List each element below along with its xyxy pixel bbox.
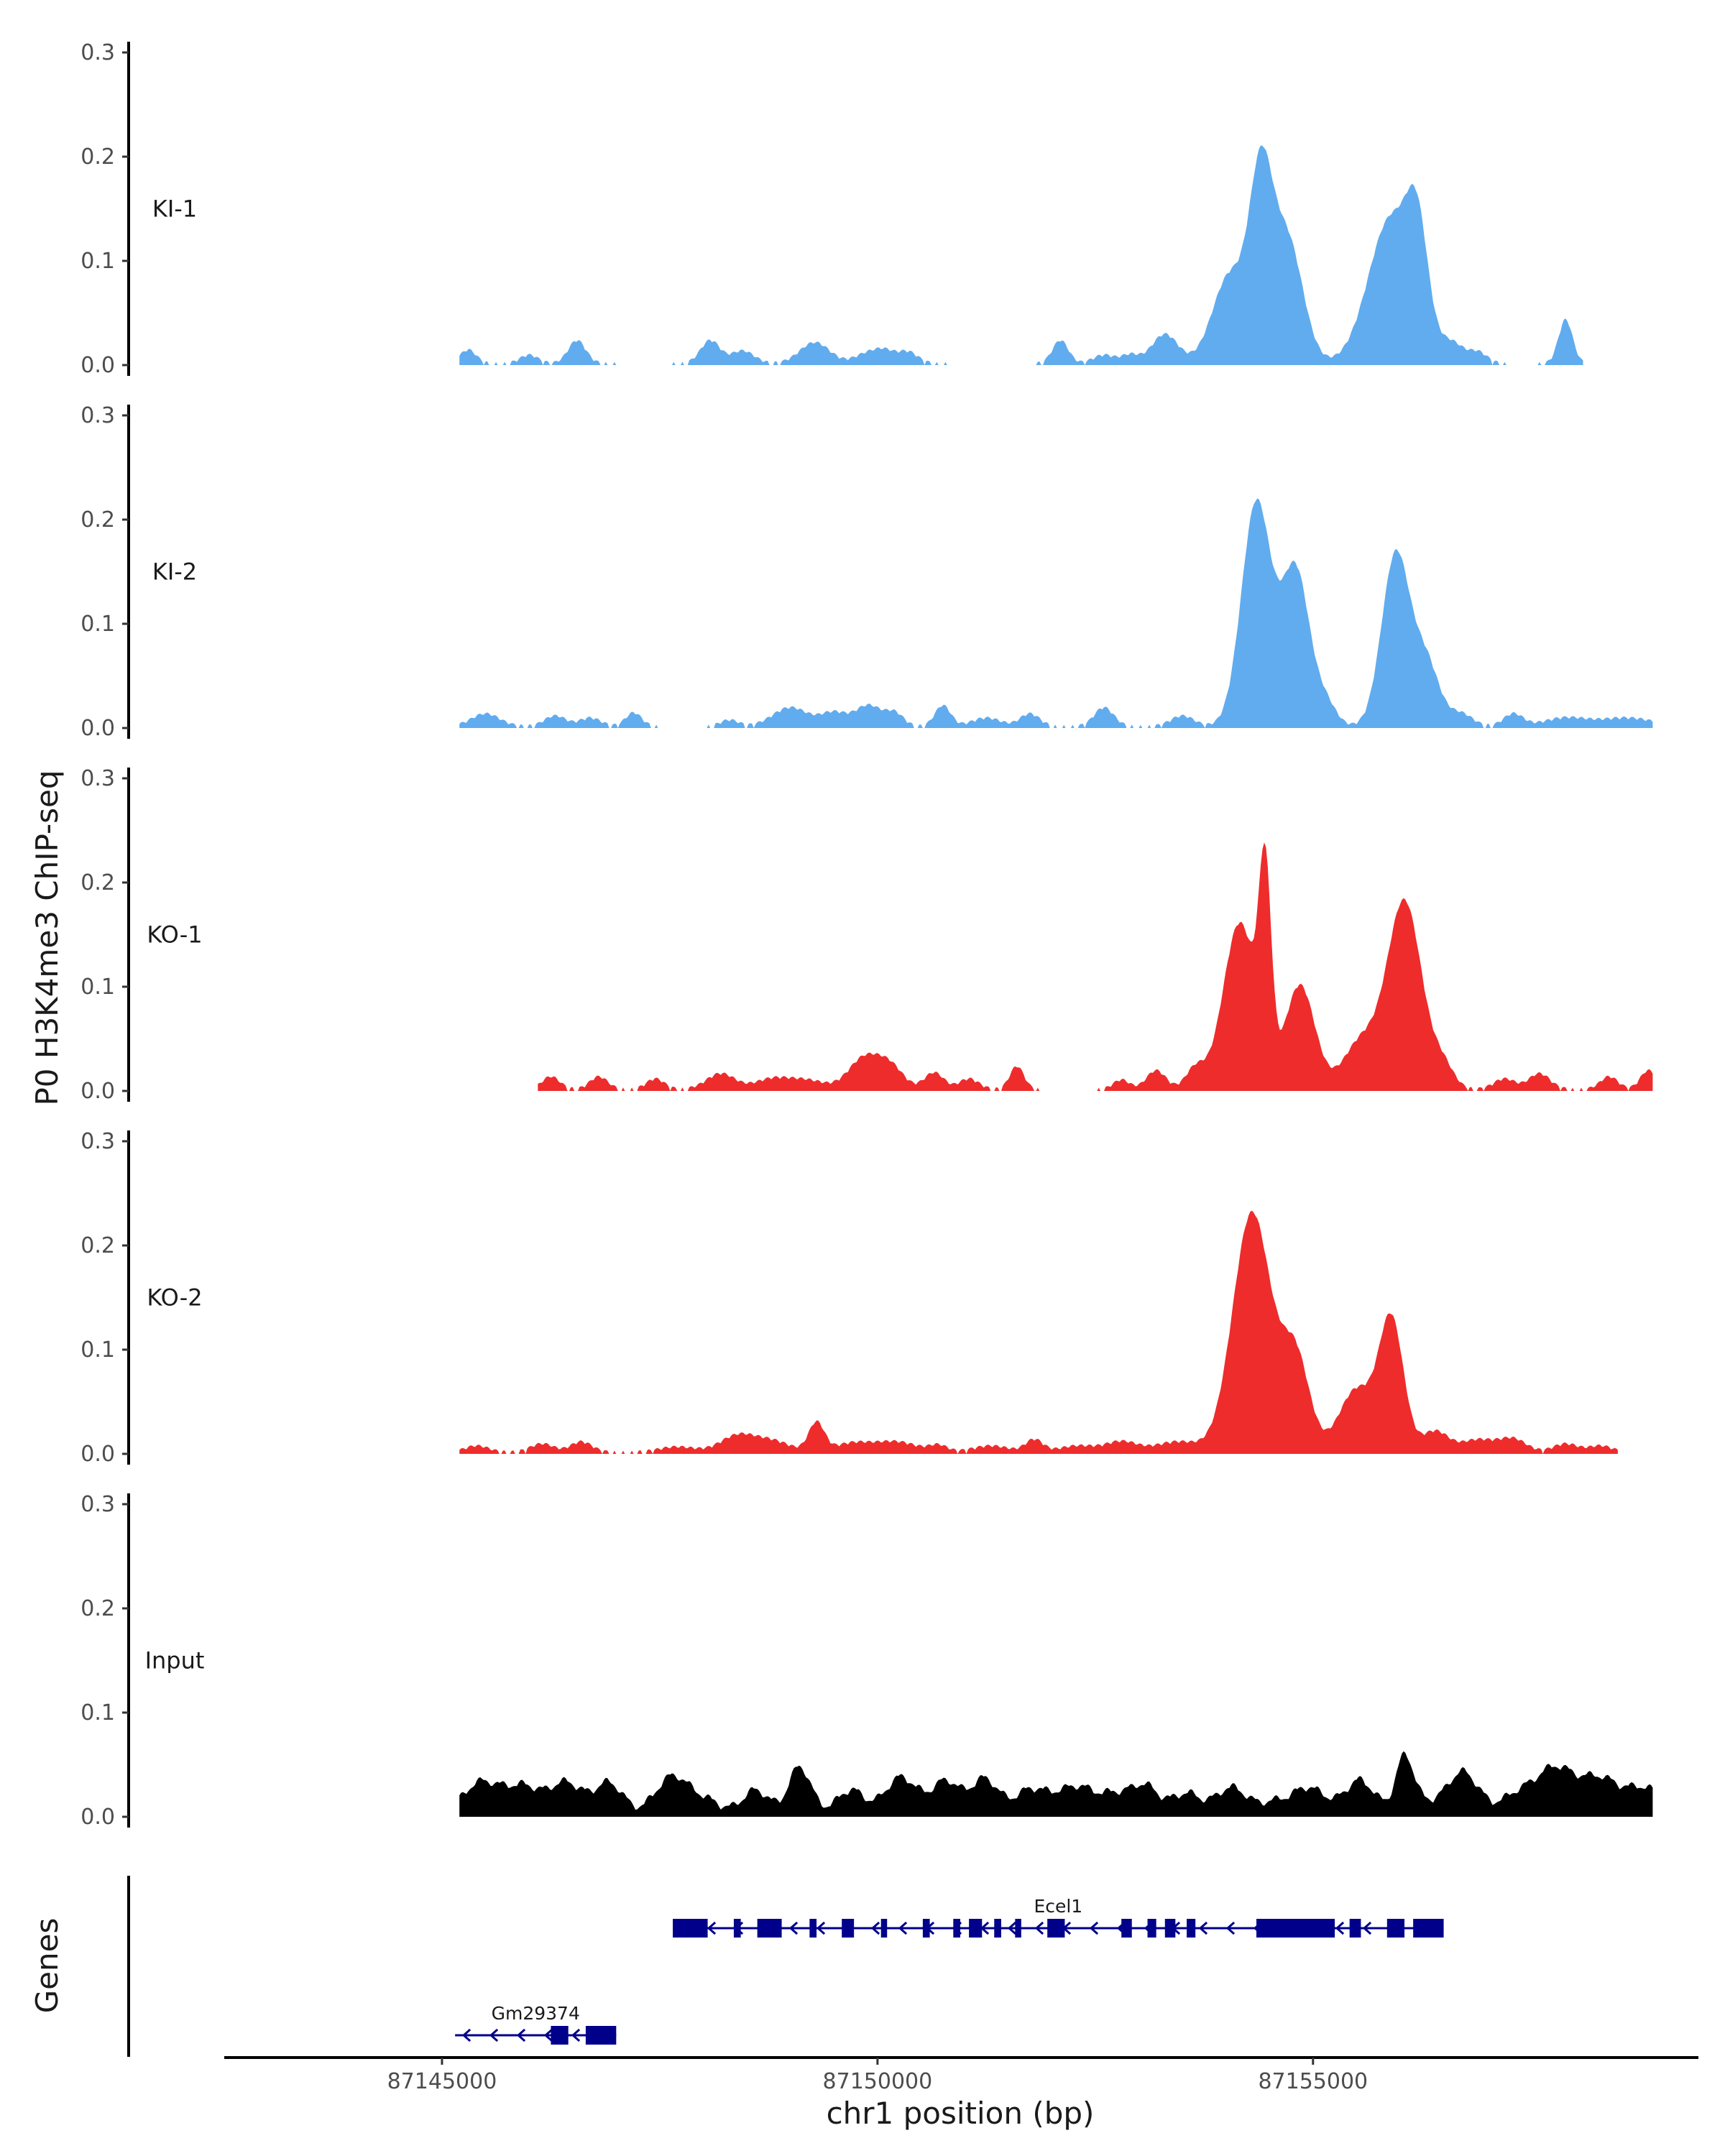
x-axis-title: chr1 position (bp) bbox=[827, 2096, 1095, 2131]
gene-label: Ecel1 bbox=[1034, 1896, 1082, 1917]
gene-exon bbox=[1386, 1919, 1405, 1938]
gene-exon bbox=[733, 1919, 741, 1938]
strand-arrow bbox=[1034, 1921, 1044, 1935]
y-tick-label: 0.1 bbox=[80, 1700, 115, 1726]
gene-label: Gm29374 bbox=[492, 2003, 580, 2024]
genes-axis-title: Genes bbox=[29, 1918, 65, 2014]
gene-exon bbox=[1015, 1919, 1021, 1938]
gene-ecel1: Ecel1 bbox=[673, 1896, 1444, 1938]
y-tick-label: 0.2 bbox=[80, 144, 115, 170]
strand-arrow bbox=[461, 2028, 472, 2042]
x-axis: 87145000 87150000 87155000 bbox=[224, 2056, 1698, 2094]
gene-exon bbox=[551, 2026, 569, 2045]
strand-arrow bbox=[1198, 1921, 1208, 1935]
gene-exon bbox=[809, 1919, 817, 1938]
strand-arrow bbox=[707, 1921, 717, 1935]
y-tick-label: 0.0 bbox=[80, 353, 115, 378]
track-label: KO-2 bbox=[147, 1284, 202, 1312]
gene-exon bbox=[922, 1919, 930, 1938]
y-tick-label: 0.0 bbox=[80, 1079, 115, 1104]
track-input: 0.0 0.1 0.2 0.3 Input bbox=[80, 1492, 1653, 1830]
gene-exon bbox=[1147, 1919, 1156, 1938]
strand-arrow bbox=[788, 1921, 799, 1935]
x-tick-label: 87155000 bbox=[1258, 2069, 1368, 2094]
y-tick-label: 0.3 bbox=[80, 40, 115, 65]
strand-arrow bbox=[1089, 1921, 1099, 1935]
coverage-area-ko-1 bbox=[538, 842, 1653, 1091]
strand-arrow bbox=[543, 2028, 553, 2042]
y-tick-label: 0.0 bbox=[80, 1442, 115, 1467]
gene-gm29374: Gm29374 bbox=[455, 2003, 617, 2045]
track-ki-2: 0.0 0.1 0.2 0.3 KI-2 bbox=[80, 403, 1653, 741]
strand-arrow bbox=[516, 2028, 526, 2042]
strand-arrow bbox=[1335, 1921, 1345, 1935]
y-tick-label: 0.3 bbox=[80, 1492, 115, 1517]
track-label: KO-1 bbox=[147, 921, 202, 949]
gene-exon bbox=[953, 1919, 960, 1938]
gene-exon bbox=[1187, 1919, 1196, 1938]
y-tick-label: 0.2 bbox=[80, 507, 115, 533]
x-tick-label: 87150000 bbox=[823, 2069, 933, 2094]
gene-exon bbox=[585, 2026, 617, 2045]
x-tick-label: 87145000 bbox=[387, 2069, 497, 2094]
gene-exon bbox=[757, 1919, 782, 1938]
strand-arrow bbox=[1362, 1921, 1372, 1935]
y-tick-label: 0.1 bbox=[80, 1337, 115, 1363]
coverage-area-ko-2 bbox=[459, 1210, 1618, 1454]
strand-arrow bbox=[489, 2028, 499, 2042]
coverage-area-ki-2 bbox=[459, 498, 1653, 728]
strand-arrow bbox=[571, 2028, 581, 2042]
coverage-area-input bbox=[459, 1751, 1653, 1817]
gene-exon bbox=[673, 1919, 708, 1938]
gene-exon bbox=[1413, 1919, 1444, 1938]
gene-exon bbox=[880, 1919, 888, 1938]
gene-exon bbox=[994, 1919, 1001, 1938]
y-tick-label: 0.3 bbox=[80, 403, 115, 428]
track-label: KI-1 bbox=[152, 195, 197, 223]
track-ko-2: 0.0 0.1 0.2 0.3 KO-2 bbox=[80, 1129, 1618, 1467]
gene-exon bbox=[1164, 1919, 1176, 1938]
gene-exon bbox=[1121, 1919, 1132, 1938]
y-tick-label: 0.3 bbox=[80, 1129, 115, 1154]
strand-arrow bbox=[898, 1921, 908, 1935]
y-tick-label: 0.0 bbox=[80, 716, 115, 741]
y-tick-label: 0.2 bbox=[80, 1596, 115, 1621]
gene-exon bbox=[1047, 1919, 1065, 1938]
strand-arrow bbox=[870, 1921, 880, 1935]
y-axis-title: P0 H3K4me3 ChIP-seq bbox=[29, 770, 65, 1105]
y-tick-label: 0.1 bbox=[80, 612, 115, 637]
y-tick-label: 0.1 bbox=[80, 975, 115, 1000]
strand-arrow bbox=[816, 1921, 826, 1935]
coverage-tracks: 0.00.10.20.3KI-10.00.10.20.3KI-20.00.10.… bbox=[80, 40, 1653, 1830]
y-tick-label: 0.1 bbox=[80, 249, 115, 274]
track-label: KI-2 bbox=[152, 558, 197, 586]
y-tick-label: 0.3 bbox=[80, 766, 115, 791]
strand-arrow bbox=[1225, 1921, 1236, 1935]
gene-exon bbox=[969, 1919, 983, 1938]
y-tick-label: 0.2 bbox=[80, 870, 115, 895]
strand-arrow bbox=[1007, 1921, 1017, 1935]
track-ki-1: 0.0 0.1 0.2 0.3 KI-1 bbox=[80, 40, 1583, 378]
gene-exon bbox=[1349, 1919, 1361, 1938]
genes-panel: Ecel1 Gm29374 bbox=[127, 1876, 1444, 2057]
gene-exon bbox=[842, 1919, 855, 1938]
y-tick-label: 0.2 bbox=[80, 1233, 115, 1258]
track-ko-1: 0.0 0.1 0.2 0.3 KO-1 bbox=[80, 766, 1653, 1104]
gene-exon bbox=[1256, 1919, 1335, 1938]
y-tick-label: 0.0 bbox=[80, 1805, 115, 1830]
track-label: Input bbox=[145, 1647, 205, 1674]
coverage-area-ki-1 bbox=[459, 145, 1583, 366]
